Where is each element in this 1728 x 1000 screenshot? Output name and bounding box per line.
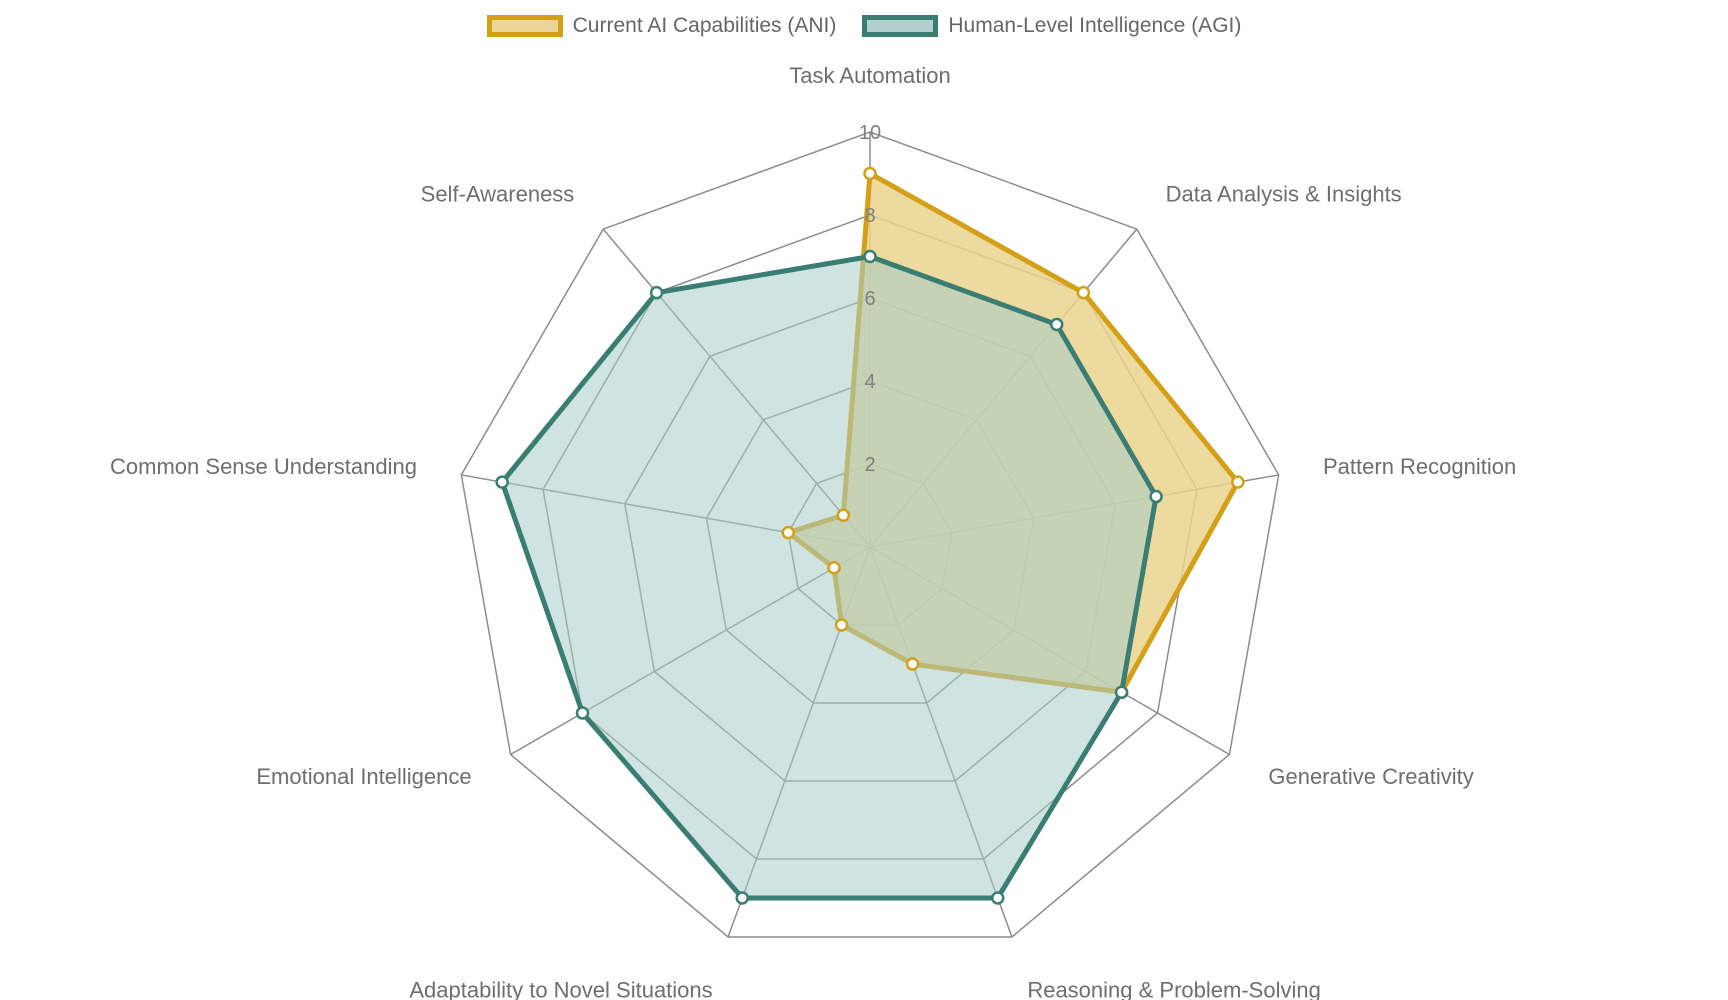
series-point-0 (1231, 475, 1245, 489)
series-point-1 (649, 285, 664, 300)
axis-label: Generative Creativity (1268, 764, 1473, 789)
series-point-0 (834, 618, 849, 632)
axis-label: Adaptability to Novel Situations (409, 977, 712, 1000)
axis-label: Self-Awareness (421, 182, 575, 207)
series-point-1 (990, 891, 1005, 905)
axis-label: Pattern Recognition (1323, 454, 1516, 479)
legend-swatch-agi (862, 15, 939, 37)
series-point-1 (1149, 489, 1163, 504)
axis-label: Common Sense Understanding (110, 454, 417, 479)
series-area-1 (499, 254, 1159, 901)
series-point-0 (781, 525, 796, 540)
legend-label-agi: Human-Level Intelligence (AGI) (948, 14, 1242, 37)
series-point-0 (827, 561, 841, 575)
legend-swatch-ani (486, 15, 563, 37)
axis-label: Reasoning & Problem-Solving (1027, 977, 1321, 1000)
series-point-0 (1076, 285, 1091, 300)
series-point-1 (863, 249, 877, 264)
series-point-1 (735, 891, 750, 905)
radial-tick-label: 10 (859, 122, 881, 144)
legend-item-agi[interactable]: Human-Level Intelligence (AGI) (862, 14, 1241, 38)
legend-item-ani[interactable]: Current AI Capabilities (ANI) (486, 14, 837, 38)
axis-label: Task Automation (789, 63, 950, 88)
chart-legend: Current AI Capabilities (ANI) Human-Leve… (0, 14, 1728, 38)
axis-label: Emotional Intelligence (256, 764, 471, 789)
series-point-1 (1114, 685, 1129, 699)
radial-tick-label: 6 (864, 288, 875, 310)
series-point-0 (905, 657, 920, 671)
series-point-1 (575, 706, 590, 720)
series-point-0 (863, 166, 877, 181)
radial-tick-label: 2 (864, 454, 875, 476)
axis-label: Data Analysis & Insights (1166, 182, 1402, 207)
series-point-1 (495, 475, 509, 489)
radial-tick-label: 8 (864, 205, 875, 227)
grid-ring-10 (460, 131, 1280, 938)
series-point-1 (1049, 317, 1064, 332)
radial-tick-label: 4 (864, 371, 875, 393)
legend-label-ani: Current AI Capabilities (ANI) (572, 14, 837, 37)
series-point-0 (836, 508, 851, 522)
